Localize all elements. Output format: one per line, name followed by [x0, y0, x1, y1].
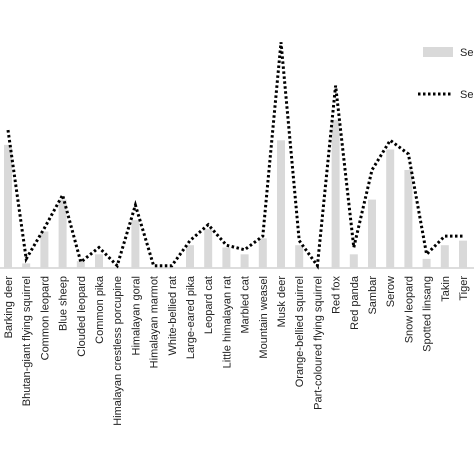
bar [404, 169, 413, 268]
x-tick-label: Snow leopard [403, 276, 415, 343]
bar [222, 247, 231, 268]
x-tick-label: Barking deer [3, 276, 15, 339]
x-tick-label: Part-coloured flying squirrel [312, 276, 324, 410]
x-tick-label: Himalayan marmot [149, 276, 161, 368]
bar [258, 238, 267, 268]
line [6, 42, 463, 270]
x-tick-label: Orange-bellied squirrel [294, 276, 306, 387]
legend: Series1 Series2 [418, 47, 474, 101]
bar [386, 149, 395, 268]
bar [240, 254, 249, 268]
x-tick-label: Red panda [349, 275, 361, 330]
x-tick-label: Bhutan-giant flying squirrel [21, 276, 33, 406]
x-tick-label: Sambar [367, 276, 379, 315]
bar [131, 220, 140, 268]
x-tick-label: Serow [385, 276, 397, 307]
x-tick-label: Spotted linsang [422, 276, 434, 352]
bar [368, 199, 376, 268]
x-tick-label: Common leopard [39, 276, 51, 360]
x-tick-label: Mountain weasel [258, 276, 270, 359]
bar [331, 119, 340, 268]
bar [95, 254, 103, 268]
legend-swatch [423, 47, 453, 57]
x-tick-label: Common pika [94, 275, 106, 344]
bar [204, 229, 213, 268]
x-tick-label: Clouded leopard [76, 276, 88, 357]
bar [76, 261, 85, 268]
x-tick-label: Large-eared pika [185, 275, 197, 359]
x-tick-label: Little himalayan rat [221, 276, 233, 368]
x-tick-label: Himalayan crestless porcupine [112, 276, 124, 426]
bar [4, 144, 12, 268]
bar [440, 245, 449, 268]
bar [295, 245, 304, 268]
legend-label: Series1 [460, 47, 474, 59]
x-tick-label: Tiger [458, 276, 470, 301]
bar [277, 140, 285, 268]
legend-label: Series2 [460, 89, 474, 101]
bar [422, 258, 431, 268]
x-tick-label: Blue sheep [58, 276, 70, 331]
bar [459, 240, 467, 268]
x-tick-label: Leopard cat [203, 276, 215, 334]
x-tick-label: Marbled cat [240, 276, 252, 333]
bar [349, 254, 358, 268]
bar [22, 263, 31, 268]
bar [58, 199, 67, 268]
x-tick-label: Himalayan goral [130, 276, 142, 355]
bar [186, 245, 194, 268]
x-tick-label: Takin [440, 276, 452, 302]
x-tick-label: Musk deer [276, 276, 288, 328]
x-tick-label: Red fox [331, 276, 343, 314]
bar [40, 231, 49, 268]
x-tick-label: White-bellied rat [167, 276, 179, 355]
